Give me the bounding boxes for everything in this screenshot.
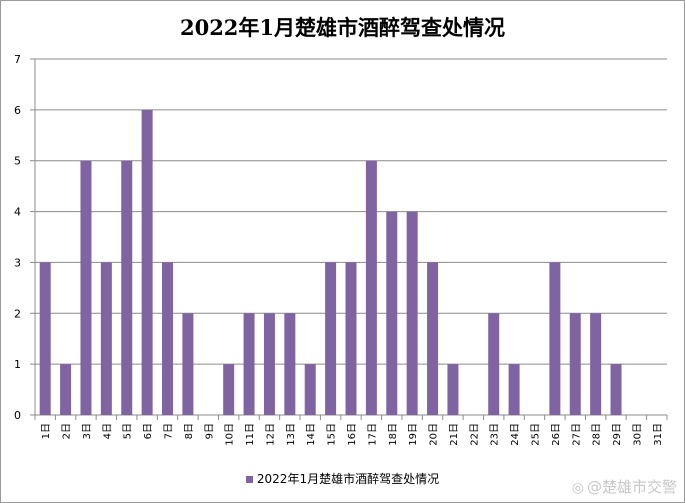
y-tick-label: 1 [14,358,21,371]
watermark: ◎ @楚雄市交警 [572,476,677,497]
y-tick-label: 4 [14,206,21,219]
x-tick-label: 2日 [62,423,73,439]
x-tick-label: 4日 [102,423,113,439]
bar [386,211,398,415]
x-tick-label: 29日 [612,423,623,446]
bar [304,364,316,415]
bar [325,262,337,415]
x-tick-label: 12日 [265,423,276,446]
x-tick-label: 1日 [41,423,52,439]
bar [406,211,418,415]
bar [590,313,602,415]
x-tick-label: 5日 [123,423,134,439]
x-tick-label: 28日 [592,423,603,446]
x-tick-label: 20日 [429,423,440,446]
bar [263,313,275,415]
y-tick-label: 7 [14,53,21,66]
bar [60,364,72,415]
x-tick-label: 10日 [225,423,236,446]
x-tick-label: 22日 [469,423,480,446]
legend-swatch [245,476,253,483]
bar [121,160,133,415]
x-tick-label: 24日 [510,423,521,446]
bar [141,109,153,415]
x-tick-label: 7日 [164,423,175,439]
watermark-text: @楚雄市交警 [586,478,677,496]
bar [182,313,194,415]
bar [447,364,459,415]
x-tick-label: 23日 [490,423,501,446]
x-tick-label: 31日 [653,423,664,446]
x-tick-label: 25日 [530,423,541,446]
bar [100,262,112,415]
x-tick-label: 30日 [632,423,643,446]
bar [508,364,520,415]
y-tick-label: 2 [14,307,21,320]
x-tick-label: 13日 [286,423,297,446]
x-tick-label: 18日 [388,423,399,446]
bar [345,262,357,415]
x-tick-label: 3日 [82,423,93,439]
x-tick-label: 19日 [408,423,419,446]
bar [243,313,255,415]
y-axis: 0 1 2 3 4 5 6 7 [14,53,36,422]
x-tick-label: 17日 [367,423,378,446]
bar [569,313,581,415]
bar [223,364,235,415]
y-tick-label: 6 [14,104,21,117]
x-tick-label: 6日 [143,423,154,439]
x-tick-label: 27日 [571,423,582,446]
x-tick-label: 15日 [327,423,338,446]
y-tick-label: 5 [14,155,21,168]
x-tick-label: 14日 [306,423,317,446]
x-tick-label: 11日 [245,423,256,446]
bar [162,262,174,415]
bar [39,262,51,415]
x-tick-label: 26日 [551,423,562,446]
weibo-icon: ◎ [571,480,584,496]
y-tick-label: 3 [14,256,21,269]
bar [549,262,561,415]
x-axis: 1日 2日 3日 4日 5日 6日 7日 8日 9日 10日 11日 12日 13日 14日 15日 16日 1… [34,415,668,446]
bars [39,109,622,415]
x-tick-label: 21日 [449,423,460,446]
bar [488,313,500,415]
bar [610,364,622,415]
bar [365,160,377,415]
bar [284,313,296,415]
x-tick-label: 8日 [184,423,195,439]
x-tick-label: 16日 [347,423,358,446]
bar [427,262,439,415]
bar [80,160,92,415]
legend-label: 2022年1月楚雄市酒醉驾查处情况 [256,472,440,486]
legend: 2022年1月楚雄市酒醉驾查处情况 [0,470,685,487]
chart-title: 2022年1月楚雄市酒醉驾查处情况 [179,15,506,40]
x-tick-label: 9日 [204,423,215,439]
y-tick-label: 0 [14,409,21,422]
